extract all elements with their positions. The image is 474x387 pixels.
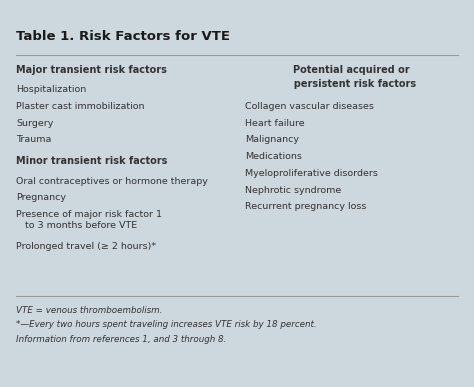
- Text: Surgery: Surgery: [16, 119, 54, 128]
- Text: Minor transient risk factors: Minor transient risk factors: [16, 156, 167, 166]
- Text: VTE = venous thromboembolism.: VTE = venous thromboembolism.: [16, 306, 163, 315]
- Text: Heart failure: Heart failure: [245, 119, 305, 128]
- Text: Trauma: Trauma: [16, 135, 51, 144]
- Text: *—Every two hours spent traveling increases VTE risk by 18 percent.: *—Every two hours spent traveling increa…: [16, 320, 317, 329]
- Text: Hospitalization: Hospitalization: [16, 85, 86, 94]
- Text: persistent risk factors: persistent risk factors: [287, 79, 416, 89]
- Text: Medications: Medications: [245, 152, 302, 161]
- Text: Nephrotic syndrome: Nephrotic syndrome: [245, 186, 341, 195]
- Text: Prolonged travel (≥ 2 hours)*: Prolonged travel (≥ 2 hours)*: [16, 242, 156, 251]
- Text: Information from references 1, and 3 through 8.: Information from references 1, and 3 thr…: [16, 335, 227, 344]
- Text: Potential acquired or: Potential acquired or: [293, 65, 410, 75]
- Text: Major transient risk factors: Major transient risk factors: [16, 65, 167, 75]
- Text: Presence of major risk factor 1
   to 3 months before VTE: Presence of major risk factor 1 to 3 mon…: [16, 210, 162, 229]
- Text: Table 1. Risk Factors for VTE: Table 1. Risk Factors for VTE: [16, 30, 230, 43]
- Text: Myeloproliferative disorders: Myeloproliferative disorders: [245, 169, 378, 178]
- Text: Oral contraceptives or hormone therapy: Oral contraceptives or hormone therapy: [16, 177, 208, 186]
- Text: Recurrent pregnancy loss: Recurrent pregnancy loss: [245, 202, 366, 211]
- Text: Plaster cast immobilization: Plaster cast immobilization: [16, 102, 145, 111]
- Text: Collagen vascular diseases: Collagen vascular diseases: [245, 102, 374, 111]
- Text: Malignancy: Malignancy: [245, 135, 299, 144]
- Text: Pregnancy: Pregnancy: [16, 194, 66, 202]
